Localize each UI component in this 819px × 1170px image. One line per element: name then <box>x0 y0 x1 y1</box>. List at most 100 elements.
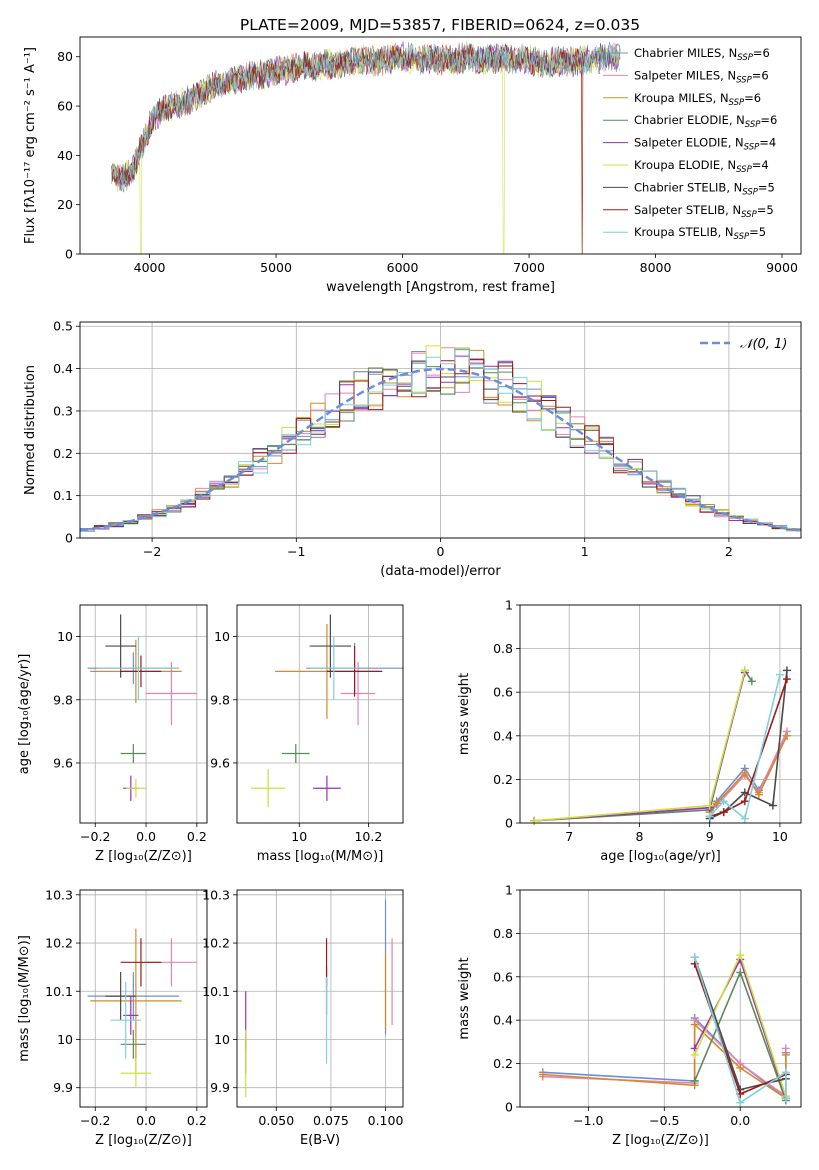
y-tick-label: 0 <box>505 816 513 831</box>
x-tick-label: −0.2 <box>80 1113 110 1128</box>
errorbar-point <box>250 769 286 808</box>
plus-marker <box>690 1076 699 1085</box>
plus-marker <box>782 731 791 740</box>
x-tick-label: 10.2 <box>354 829 382 844</box>
axes-frame <box>236 604 404 824</box>
plus-marker <box>719 797 728 806</box>
x-axis-label: wavelength [Angstrom, rest frame] <box>326 280 555 295</box>
plus-marker <box>747 677 756 686</box>
x-tick-label: 5000 <box>260 260 292 275</box>
errorbar-point <box>125 778 147 798</box>
x-axis-label: Z [log₁₀(Z/Z⊙)] <box>95 849 192 864</box>
weight-line <box>693 957 787 1104</box>
y-tick-label: 0 <box>65 531 73 546</box>
x-tick-label: 6000 <box>387 260 419 275</box>
x-axis-label: age [log₁₀(age/yr)] <box>600 849 721 864</box>
x-tick-label: −2 <box>143 544 161 559</box>
legend-label: Salpeter ELODIE, NSSP=4 <box>634 136 776 153</box>
y-tick-label: 60 <box>57 99 73 114</box>
y-tick-label: 0.6 <box>493 969 513 984</box>
plus-marker <box>690 953 699 962</box>
y-axis-label: Normed distribution <box>23 365 38 495</box>
errorbar-point <box>309 614 352 678</box>
legend-label: Chabrier ELODIE, NSSP=6 <box>634 113 777 130</box>
legend-label: 𝒩(0, 1) <box>740 337 787 352</box>
legend-label: Chabrier MILES, NSSP=6 <box>634 46 770 63</box>
errorbar-point <box>281 744 310 763</box>
errorbar-point <box>120 938 162 987</box>
x-tick-label: 7000 <box>513 260 545 275</box>
y-tick-label: 10.1 <box>45 984 73 999</box>
legend-label: Salpeter MILES, NSSP=6 <box>634 68 769 85</box>
x-axis-label: E(B-V) <box>300 1133 340 1148</box>
mass-vs-EBV-panel: 0.050 0.075 0.100 9.9 10 10.1 10.2 10.3 E(B-V) <box>202 887 403 1148</box>
y-tick-label: 9.6 <box>210 755 230 770</box>
y-tick-label: 0.8 <box>493 926 513 941</box>
weight-vs-age-panel: 7 8 9 10 0 0.2 0.4 0.6 0.8 1 age [log₁₀(age/yr)] ma… <box>457 598 802 864</box>
x-tick-label: 2 <box>725 544 733 559</box>
axes-frame <box>236 889 404 1108</box>
gaussian-curve <box>79 367 802 532</box>
x-tick-label: 0.0 <box>136 1113 156 1128</box>
y-axis-label: mass weight <box>457 673 472 755</box>
x-tick-label: 4000 <box>134 260 166 275</box>
y-tick-label: 10 <box>57 1032 73 1047</box>
errorbar-point <box>110 981 141 1059</box>
errorbar-point <box>120 655 162 688</box>
y-tick-label: 0 <box>65 247 73 262</box>
plus-marker <box>690 1050 699 1059</box>
axes-frame <box>79 36 802 255</box>
panels: 4000 5000 6000 7000 8000 9000020406080wavelen… <box>17 36 802 1148</box>
axes-frame <box>79 604 208 824</box>
axes-frame <box>519 889 802 1108</box>
error-bars <box>250 614 403 808</box>
x-tick-label: 0.075 <box>313 1113 349 1128</box>
errorbar-point <box>340 661 376 726</box>
x-tick-label: 8000 <box>640 260 672 275</box>
residuals-panel: −2 −1 0 1 2 0 0.1 0.2 0.3 0.4 0.5 (data-model)/erro… <box>23 319 802 579</box>
plus-marker <box>712 799 721 808</box>
mass-vs-Z-panel: −0.2 0.0 0.2 9.9 10 10.1 10.2 10.3 Z [log₁₀(Z/Z⊙… <box>17 887 208 1148</box>
y-axis-label: mass weight <box>457 957 472 1039</box>
x-tick-label: 9 <box>706 829 714 844</box>
legend-label: Chabrier STELIB, NSSP=5 <box>634 180 775 197</box>
plus-marker <box>782 675 791 684</box>
plus-marker <box>740 666 749 675</box>
x-axis-label: mass [log₁₀(M/M⊙)] <box>257 849 384 864</box>
plus-marker <box>782 666 791 675</box>
y-tick-label: 10 <box>214 629 230 644</box>
x-tick-label: −0.2 <box>80 829 110 844</box>
plus-marker <box>740 797 749 806</box>
plus-marker <box>775 670 784 679</box>
y-tick-label: 0.8 <box>493 641 513 656</box>
plus-marker <box>781 1094 790 1103</box>
y-tick-label: 0.2 <box>493 772 513 787</box>
y-tick-label: 20 <box>57 197 73 212</box>
y-tick-label: 10.2 <box>45 936 73 951</box>
age-vs-Z-panel: −0.2 0.0 0.2 9.6 9.8 10 Z [log₁₀(Z/Z⊙)] age [lo… <box>17 604 208 864</box>
errorbar-point <box>105 614 136 678</box>
age-vs-mass-panel: 10 10.2 9.6 9.8 10 mass [log₁₀(M/M⊙)] <box>210 604 404 864</box>
legend-label: Kroupa ELODIE, NSSP=4 <box>634 158 769 175</box>
y-tick-label: 10.1 <box>202 984 230 999</box>
plus-marker <box>740 768 749 777</box>
x-axis-label: Z [log₁₀(Z/Z⊙)] <box>95 1133 192 1148</box>
y-tick-label: 9.8 <box>53 692 73 707</box>
y-tick-label: 40 <box>57 148 73 163</box>
errorbar-point <box>97 636 180 700</box>
weight-line <box>709 674 781 821</box>
y-tick-label: 80 <box>57 49 73 64</box>
y-tick-label: 0.1 <box>53 488 73 503</box>
plus-marker <box>736 968 745 977</box>
error-bars <box>245 899 393 1098</box>
y-tick-label: 10 <box>214 1032 230 1047</box>
x-tick-label: 9000 <box>766 260 798 275</box>
y-tick-label: 9.8 <box>210 692 230 707</box>
spectrum-lines <box>111 41 621 254</box>
x-tick-label: 0.100 <box>368 1113 404 1128</box>
y-axis-label: Flux [fλ10⁻¹⁷ erg cm⁻² s⁻¹ A⁻¹] <box>23 47 38 244</box>
errorbar-point <box>120 1029 147 1059</box>
y-tick-label: 9.6 <box>53 755 73 770</box>
